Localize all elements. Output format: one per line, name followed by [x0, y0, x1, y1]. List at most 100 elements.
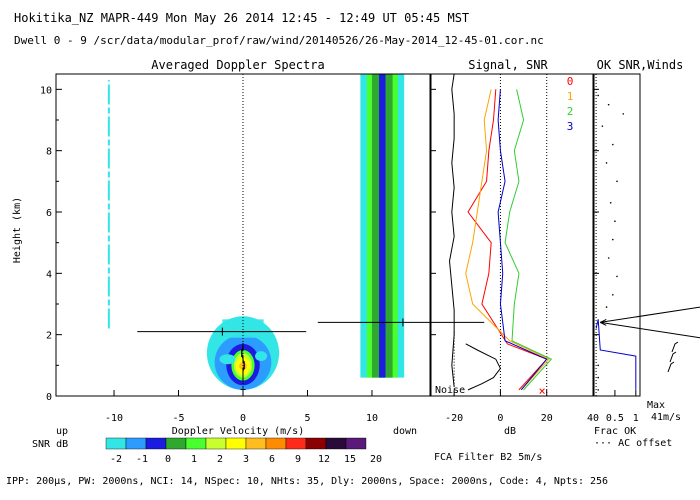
- max-label: Max: [647, 400, 665, 411]
- colorbar-swatch-1: [125, 437, 147, 450]
- wind-barb-2: [671, 341, 679, 353]
- signal-series-0: [467, 89, 548, 391]
- winds-frame: [593, 73, 641, 397]
- colorbar-tick-5: 3: [243, 454, 249, 465]
- colorbar-tick-0: -2: [110, 454, 122, 465]
- signal-title: Signal, SNR: [468, 58, 548, 72]
- winds-axes: 0.5 1: [594, 88, 639, 424]
- ac-offset-dot-6: [616, 180, 618, 183]
- spectra-title: Averaged Doppler Spectra: [151, 58, 324, 72]
- colorbar-label: SNR dB: [32, 439, 68, 450]
- colorbar-swatch-12: [345, 437, 367, 450]
- spectra-xtick-label-0: 0: [240, 413, 246, 424]
- max-value: 41m/s: [651, 412, 681, 423]
- colorbar-tick-2: 0: [165, 454, 171, 465]
- colorbar-swatch-0: [105, 437, 127, 450]
- noise-label: Noise: [435, 385, 465, 396]
- spectra-field: [107, 74, 405, 390]
- signal-xtick-label-0: 0: [497, 413, 503, 424]
- signal-xlabel: dB: [504, 426, 516, 437]
- winds-xtick-label-0: 0.5: [606, 413, 624, 424]
- ac-offset-dot-8: [614, 220, 616, 222]
- signal-axes: -20 0 20 40: [431, 88, 599, 424]
- spectra-xlabel: Doppler Velocity (m/s): [172, 426, 304, 437]
- colorbar-tick-10: 20: [370, 454, 382, 465]
- ac-offset-dot-9: [612, 238, 614, 241]
- ac-offset-dot-3: [601, 125, 604, 127]
- colorbar-swatch-9: [285, 437, 307, 450]
- main-echo-lobe-right: [255, 351, 268, 362]
- spectra-ytick-label-8: 8: [46, 147, 52, 158]
- colorbar-tick-8: 12: [318, 454, 330, 465]
- main-echo-lobe-left: [219, 354, 236, 365]
- header-line2: Dwell 0 - 9 /scr/data/modular_prof/raw/w…: [14, 34, 544, 47]
- signal-legend: 0 1 2 3: [567, 75, 574, 133]
- main-echo-contour-6: [239, 362, 247, 370]
- legend-beam-1: 1: [567, 90, 574, 103]
- colorbar-swatch-3: [165, 437, 187, 450]
- signal-series-1: [465, 89, 550, 391]
- spectra-xtick-label--5: -5: [172, 413, 184, 424]
- ac-offset-dot-13: [605, 306, 608, 308]
- main-echo-top: [222, 319, 264, 338]
- signal-xtick-label-40: 40: [587, 413, 599, 424]
- ac-offset-dot-7: [609, 202, 612, 204]
- colorbar-tick-6: 6: [269, 454, 275, 465]
- spectra-ytick-label-2: 2: [46, 331, 52, 342]
- legend-beam-0: 0: [567, 75, 574, 88]
- colorbar-swatch-4: [185, 437, 207, 450]
- spectra-ylabel: Height (km): [12, 197, 23, 263]
- spectra-ytick-label-0: 0: [46, 392, 52, 403]
- ac-offset-dot-16: [597, 364, 599, 367]
- ac-offset-dot-2: [622, 113, 625, 115]
- winds-xlabel: Frac OK: [594, 426, 636, 437]
- colorbar-tick-4: 2: [217, 454, 223, 465]
- spectra-xtick-label--10: -10: [105, 413, 123, 424]
- ac-offset-dot-12: [612, 294, 614, 296]
- header-line1: Hokitika_NZ MAPR-449 Mon May 26 2014 12:…: [14, 11, 469, 25]
- wind-arrow-head: [600, 318, 607, 326]
- ac-offset-dot-15: [597, 376, 599, 379]
- fca-label: FCA Filter B2 5m/s: [434, 452, 542, 463]
- colorbar-swatch-5: [205, 437, 227, 450]
- signal-xtick-label--20: -20: [445, 413, 463, 424]
- colorbar-swatch-7: [245, 437, 267, 450]
- ac-offset-dot-0: [597, 94, 599, 97]
- legend-beam-2: 2: [567, 105, 574, 118]
- signal-series: ×: [431, 73, 553, 398]
- spectra-axes: 0 2 4 6 8 10 -10 -5 0 5 10: [40, 85, 378, 424]
- winds-xtick-label-1: 1: [633, 413, 639, 424]
- spectra-ytick-label-6: 6: [46, 208, 52, 219]
- colorbar-tick-1: -1: [136, 454, 148, 465]
- footer-params: IPP: 200μs, PW: 2000ns, NCI: 14, NSpec: …: [6, 476, 608, 487]
- wind-arrow-shaft-upper: [600, 306, 700, 323]
- colorbar-tick-7: 9: [295, 454, 301, 465]
- colorbar-swatch-2: [145, 437, 167, 450]
- signal-xtick-label-20: 20: [541, 413, 553, 424]
- colorbar-tick-9: 15: [344, 454, 356, 465]
- colorbar-swatch-11: [325, 437, 347, 450]
- ac-offset-dot-11: [616, 275, 618, 278]
- spectra-ytick-label-10: 10: [40, 85, 52, 96]
- ac-offset-dot-4: [612, 143, 614, 146]
- mean-velocity-trace: [241, 346, 245, 378]
- spectra-mean-lines: +: [137, 74, 430, 396]
- clutter-band-right-layer-3: [379, 74, 386, 378]
- winds-content: [595, 74, 700, 396]
- surface-mark: +: [240, 384, 246, 395]
- colorbar-swatch-10: [305, 437, 327, 450]
- ac-offset-dot-14: [597, 389, 599, 391]
- winds-ac-legend: ··· AC offset: [594, 438, 672, 449]
- colorbar-tick-3: 1: [191, 454, 197, 465]
- wind-barb-1: [669, 351, 677, 363]
- signal-series-noise: [449, 73, 455, 387]
- signal-series-2: [504, 89, 553, 391]
- colorbar-swatch-6: [225, 437, 247, 450]
- winds-title: OK SNR,Winds: [597, 58, 684, 72]
- frac-ok-series: [595, 319, 637, 390]
- signal-frame: [430, 73, 594, 397]
- wind-barb-0: [667, 361, 675, 373]
- ac-offset-dot-10: [607, 257, 610, 259]
- signal-series-signal: [465, 343, 502, 391]
